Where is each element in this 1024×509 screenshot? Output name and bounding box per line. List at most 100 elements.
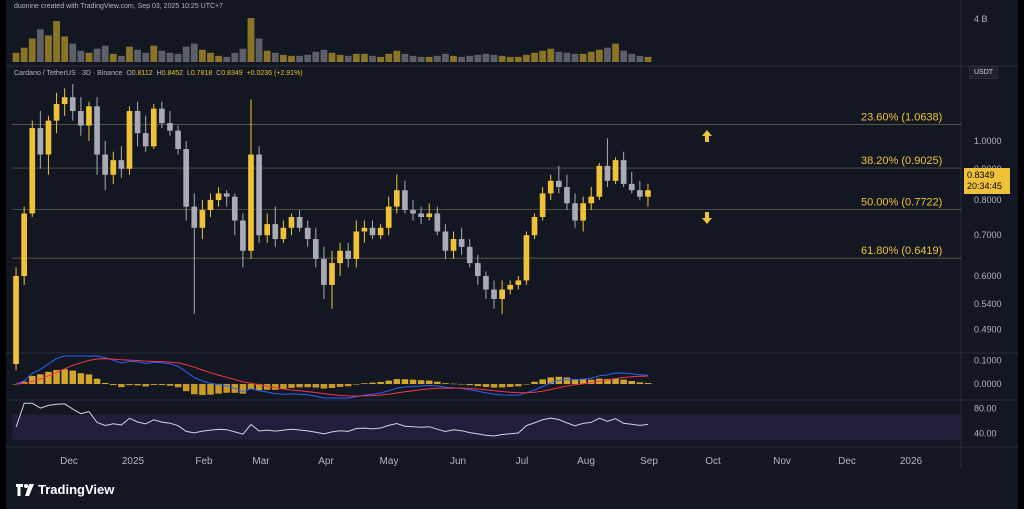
macd-histogram-bar (450, 383, 457, 385)
macd-histogram-bar (328, 384, 336, 388)
volume-bar (555, 51, 563, 62)
candle-body (377, 227, 384, 236)
candle-body (142, 133, 149, 147)
macd-histogram-bar (588, 379, 595, 384)
candle-body (37, 128, 44, 155)
macd-histogram-bar (77, 373, 85, 384)
macd-histogram-bar (434, 381, 441, 384)
price-axis-label: 1.0000 (974, 136, 1002, 146)
candle-body (369, 227, 376, 236)
candle-body (102, 154, 108, 175)
volume-bar (174, 53, 182, 62)
candle-body (361, 227, 368, 232)
macd-histogram-bar (263, 384, 271, 390)
macd-histogram-bar (604, 378, 611, 384)
macd-histogram-bar (118, 384, 125, 388)
candle-body (637, 190, 643, 197)
candle-body (13, 275, 19, 365)
candle-body (426, 213, 433, 217)
fib-level-label: 38.20% (0.9025) (861, 155, 942, 167)
volume-bar (279, 54, 287, 62)
macd-histogram-bar (150, 384, 158, 385)
time-axis-label: Sep (640, 456, 658, 467)
time-axis-label: Mar (252, 456, 270, 467)
volume-bar (604, 47, 611, 62)
volume-bar (101, 45, 109, 62)
candle-body (645, 190, 651, 197)
candle-body (466, 246, 473, 264)
candle-body (175, 130, 181, 150)
volume-bar (514, 56, 522, 62)
candle-body (150, 108, 157, 147)
volume-bar (150, 45, 158, 62)
volume-bar (134, 49, 141, 62)
candle-body (53, 104, 60, 121)
symbol-name[interactable]: Cardano / TetherUS · 3D · Binance (14, 70, 123, 77)
brand-logo[interactable]: TradingView (16, 482, 114, 497)
candle-body (223, 193, 230, 197)
candle-body (556, 180, 562, 188)
currency-badge[interactable]: USDT (969, 66, 999, 79)
candle-body (240, 220, 246, 251)
candle-body (110, 160, 117, 175)
macd-histogram-bar (85, 374, 93, 384)
volume-bar (20, 47, 28, 62)
macd-histogram-bar (417, 380, 425, 384)
macd-histogram-bar (547, 377, 554, 384)
volume-bar (12, 52, 20, 62)
macd-histogram-bar (571, 379, 579, 384)
volume-bar (36, 29, 44, 63)
volume-bar (93, 48, 101, 62)
candle-body (612, 160, 619, 181)
candle-body (231, 196, 238, 221)
chart-canvas[interactable]: 1.00000.90000.80000.70000.60000.54000.49… (6, 0, 1018, 509)
candle-body (588, 196, 595, 204)
candle-body (515, 280, 522, 285)
candle-body (191, 206, 198, 228)
candle-body (167, 123, 173, 131)
volume-bar (409, 55, 417, 62)
volume-bar (166, 52, 174, 62)
candle-body (288, 217, 295, 228)
price-axis-label: 0.5400 (974, 299, 1002, 309)
price-axis-label: 0.6000 (974, 271, 1002, 281)
time-axis-label: 2026 (900, 456, 923, 467)
candle-body (483, 275, 489, 290)
candle-body (321, 258, 327, 285)
open-label: O (126, 70, 132, 77)
open-value: 0.8112 (131, 70, 153, 77)
time-axis-label: 2025 (122, 456, 145, 467)
fib-level-label: 23.60% (1.0638) (861, 112, 942, 124)
volume-bar (85, 52, 93, 62)
candle-body (434, 213, 441, 232)
candle-body (418, 213, 424, 217)
candle-body (304, 227, 311, 240)
rsi-axis-label: 40.00 (974, 428, 997, 438)
attribution-header: duonine created with TradingView.com, Se… (14, 3, 224, 10)
candle-body (499, 289, 505, 299)
candle-body (393, 190, 400, 207)
volume-bar (539, 50, 547, 62)
macd-histogram-bar (207, 384, 214, 395)
macd-histogram-bar (174, 384, 182, 388)
candle-body (78, 111, 84, 126)
macd-histogram-bar (377, 381, 384, 384)
volume-bar (223, 56, 231, 62)
low-label: L (186, 70, 191, 77)
volume-bar (506, 56, 514, 62)
candle-body (507, 284, 514, 290)
macd-histogram-bar (69, 370, 76, 384)
macd-histogram-bar (272, 384, 279, 390)
candle-body (572, 203, 578, 221)
macd-histogram-bar (474, 384, 482, 387)
candle-body (450, 239, 457, 251)
candle-body (345, 250, 352, 259)
macd-histogram-bar (304, 384, 311, 388)
candle-body (547, 180, 554, 194)
volume-bar (69, 43, 77, 62)
time-axis-label: Oct (705, 456, 721, 467)
macd-line (15, 355, 648, 399)
candle-body (280, 227, 287, 240)
change-value: +0.0236 (+2.91%) (246, 70, 303, 77)
volume-bar (352, 53, 360, 62)
